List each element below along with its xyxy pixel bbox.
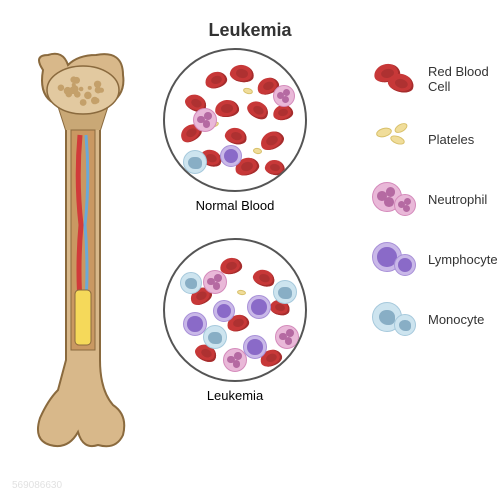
- lymphocyte-icon: [370, 240, 420, 278]
- legend-item-lymphocyte: Lymphocyte: [370, 240, 500, 278]
- legend-label: Neutrophil: [428, 192, 487, 207]
- legend-label: Lymphocyte: [428, 252, 498, 267]
- legend-item-platelet: Plateles: [370, 120, 500, 158]
- normal-blood-label: Normal Blood: [165, 198, 305, 213]
- legend-label: Plateles: [428, 132, 474, 147]
- neutrophil-icon: [370, 180, 420, 218]
- legend-label: Red Blood Cell: [428, 64, 500, 94]
- rbc-icon: [370, 60, 420, 98]
- legend-label: Monocyte: [428, 312, 484, 327]
- platelet-icon: [370, 120, 420, 158]
- legend-item-rbc: Red Blood Cell: [370, 60, 500, 98]
- watermark-text: 569086630: [12, 480, 62, 491]
- leukemia-blood-sample: [163, 238, 307, 382]
- legend-item-monocyte: Monocyte: [370, 300, 500, 338]
- normal-blood-sample: [163, 48, 307, 192]
- diagram-title: Leukemia: [208, 20, 291, 41]
- bone-illustration: [28, 50, 138, 450]
- cell-legend: Red Blood Cell Plateles Neutrophil Lymphocy…: [370, 60, 500, 360]
- leukemia-blood-label: Leukemia: [165, 388, 305, 403]
- legend-item-neutrophil: Neutrophil: [370, 180, 500, 218]
- monocyte-icon: [370, 300, 420, 338]
